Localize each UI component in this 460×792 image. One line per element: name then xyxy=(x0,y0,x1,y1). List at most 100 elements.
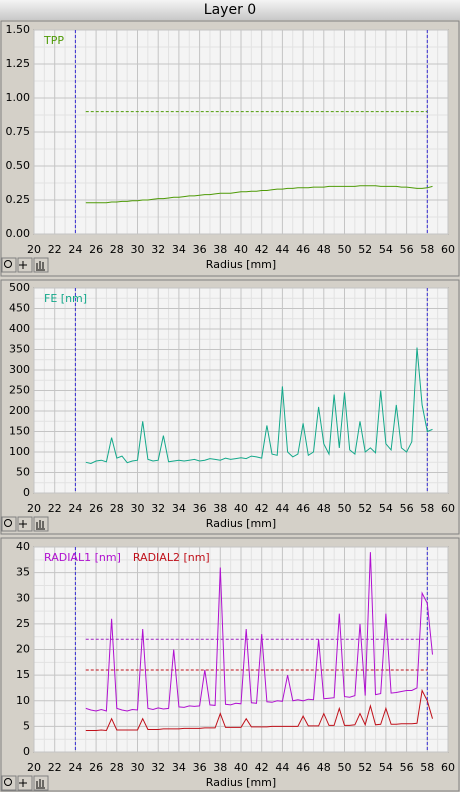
zoom-icon xyxy=(4,260,12,268)
y-tick-label: 0.50 xyxy=(6,159,31,172)
x-tick-label: 36 xyxy=(193,761,207,774)
y-tick-label: 500 xyxy=(9,281,30,294)
x-tick-label: 32 xyxy=(151,761,165,774)
x-tick-label: 48 xyxy=(317,761,331,774)
x-tick-label: 44 xyxy=(275,243,289,256)
y-tick-label: 0.00 xyxy=(6,227,31,240)
x-tick-label: 32 xyxy=(151,502,165,515)
y-tick-label: 35 xyxy=(16,566,30,579)
x-tick-label: 54 xyxy=(379,243,393,256)
zoom-icon xyxy=(4,519,12,527)
x-tick-label: 54 xyxy=(379,502,393,515)
y-tick-label: 15 xyxy=(16,668,30,681)
x-tick-label: 58 xyxy=(420,502,434,515)
x-tick-label: 26 xyxy=(89,761,103,774)
x-tick-label: 36 xyxy=(193,502,207,515)
x-tick-label: 38 xyxy=(213,243,227,256)
x-tick-label: 56 xyxy=(400,502,414,515)
x-tick-label: 32 xyxy=(151,243,165,256)
x-tick-label: 56 xyxy=(400,761,414,774)
x-tick-label: 28 xyxy=(110,243,124,256)
x-tick-label: 54 xyxy=(379,761,393,774)
x-tick-label: 58 xyxy=(420,243,434,256)
x-tick-label: 52 xyxy=(358,502,372,515)
y-tick-label: 250 xyxy=(9,384,30,397)
hand-icon xyxy=(36,520,45,530)
x-axis-label: Radius [mm] xyxy=(206,517,276,530)
toolbar-button[interactable] xyxy=(1,775,17,791)
y-tick-label: 40 xyxy=(16,540,30,553)
x-tick-label: 40 xyxy=(234,502,248,515)
x-tick-label: 22 xyxy=(48,502,62,515)
x-tick-label: 52 xyxy=(358,243,372,256)
toolbar-button[interactable] xyxy=(1,516,17,532)
x-tick-label: 50 xyxy=(338,502,352,515)
x-tick-label: 40 xyxy=(234,761,248,774)
y-tick-label: 0 xyxy=(23,745,30,758)
x-tick-label: 58 xyxy=(420,761,434,774)
y-tick-label: 1.00 xyxy=(6,91,31,104)
x-tick-label: 30 xyxy=(131,761,145,774)
title-bar xyxy=(0,0,460,20)
y-tick-label: 100 xyxy=(9,445,30,458)
data-line xyxy=(85,347,433,465)
x-tick-label: 42 xyxy=(255,243,269,256)
x-tick-label: 46 xyxy=(296,243,310,256)
x-tick-label: 48 xyxy=(317,502,331,515)
x-axis-label: Radius [mm] xyxy=(206,258,276,271)
x-tick-label: 36 xyxy=(193,243,207,256)
x-tick-label: 26 xyxy=(89,502,103,515)
y-tick-label: 50 xyxy=(16,466,30,479)
zoom-icon xyxy=(4,778,12,786)
data-line xyxy=(85,688,433,732)
toolbar-button[interactable] xyxy=(1,257,17,273)
x-tick-label: 24 xyxy=(68,761,82,774)
y-tick-label: 30 xyxy=(16,591,30,604)
x-tick-label: 28 xyxy=(110,761,124,774)
x-tick-label: 20 xyxy=(27,502,41,515)
x-tick-label: 38 xyxy=(213,761,227,774)
legend-entry: FE [nm] xyxy=(44,292,87,305)
x-tick-label: 60 xyxy=(441,502,455,515)
x-tick-label: 44 xyxy=(275,502,289,515)
y-tick-label: 0.25 xyxy=(6,193,31,206)
x-tick-label: 46 xyxy=(296,761,310,774)
x-tick-label: 42 xyxy=(255,761,269,774)
x-tick-label: 28 xyxy=(110,502,124,515)
legend-entry: TPP xyxy=(43,34,64,47)
legend-entry: RADIAL2 [nm] xyxy=(133,551,210,564)
hand-icon xyxy=(36,261,45,271)
y-tick-label: 20 xyxy=(16,643,30,656)
plus-icon xyxy=(19,520,27,528)
data-line xyxy=(85,185,433,204)
y-tick-label: 0 xyxy=(23,486,30,499)
y-tick-label: 450 xyxy=(9,302,30,315)
y-tick-label: 1.50 xyxy=(6,23,31,36)
window-title: Layer 0 xyxy=(204,2,256,18)
x-tick-label: 22 xyxy=(48,761,62,774)
y-tick-label: 25 xyxy=(16,617,30,630)
x-tick-label: 50 xyxy=(338,761,352,774)
y-tick-label: 150 xyxy=(9,425,30,438)
x-tick-label: 24 xyxy=(68,502,82,515)
plus-icon xyxy=(19,779,27,787)
x-tick-label: 40 xyxy=(234,243,248,256)
y-tick-label: 300 xyxy=(9,363,30,376)
x-tick-label: 26 xyxy=(89,243,103,256)
x-tick-label: 52 xyxy=(358,761,372,774)
x-tick-label: 30 xyxy=(131,243,145,256)
plus-icon xyxy=(19,261,27,269)
hand-icon xyxy=(36,779,45,789)
x-tick-label: 34 xyxy=(172,502,186,515)
x-tick-label: 34 xyxy=(172,761,186,774)
x-tick-label: 56 xyxy=(400,243,414,256)
x-tick-label: 46 xyxy=(296,502,310,515)
x-tick-label: 22 xyxy=(48,243,62,256)
x-tick-label: 50 xyxy=(338,243,352,256)
x-tick-label: 42 xyxy=(255,502,269,515)
y-tick-label: 5 xyxy=(23,719,30,732)
y-tick-label: 10 xyxy=(16,694,30,707)
y-tick-label: 0.75 xyxy=(6,125,31,138)
